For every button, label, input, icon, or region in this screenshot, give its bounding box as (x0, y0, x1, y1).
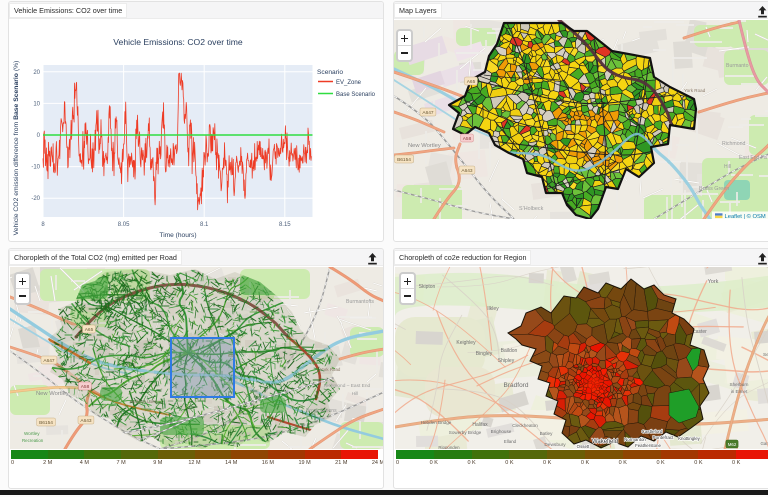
svg-text:New Wortley: New Wortley (36, 391, 69, 397)
svg-text:East End Pa: East End Pa (739, 155, 767, 161)
svg-text:Holbeck Lane: Holbeck Lane (130, 399, 157, 404)
svg-text:Castleford: Castleford (642, 429, 663, 434)
svg-text:Normanton: Normanton (624, 437, 646, 442)
svg-text:8.1: 8.1 (200, 222, 209, 228)
svg-text:Tadcaster: Tadcaster (685, 329, 707, 335)
svg-text:Hebden Bridge: Hebden Bridge (421, 420, 452, 425)
svg-text:A643: A643 (461, 168, 473, 174)
svg-text:Sherburn: Sherburn (730, 382, 749, 387)
svg-text:Ossett: Ossett (577, 444, 590, 449)
svg-text:Skipton: Skipton (419, 284, 436, 290)
svg-text:Time (hours): Time (hours) (159, 232, 196, 239)
svg-text:S’Holbeck: S’Holbeck (519, 206, 544, 212)
svg-text:8.05: 8.05 (118, 222, 130, 228)
svg-text:Bradford: Bradford (504, 382, 529, 389)
svg-text:Burmantofts: Burmantofts (346, 299, 374, 305)
svg-text:Leaflet | © OSM: Leaflet | © OSM (725, 213, 766, 219)
svg-text:York: York (708, 279, 719, 285)
svg-text:York Road: York Road (320, 367, 341, 372)
svg-text:Richmond – East End: Richmond – East End (324, 383, 371, 389)
svg-text:Wakefield: Wakefield (592, 439, 618, 445)
svg-text:A65: A65 (467, 79, 476, 85)
svg-text:A58: A58 (463, 136, 472, 142)
svg-text:Richmond: Richmond (722, 141, 745, 147)
svg-text:Pontefract: Pontefract (653, 435, 675, 440)
svg-text:A65: A65 (85, 327, 94, 333)
svg-text:B6154: B6154 (397, 157, 411, 163)
svg-text:Ripponden: Ripponden (438, 445, 460, 449)
svg-text:Batley: Batley (540, 431, 553, 436)
svg-text:-10: -10 (31, 165, 40, 171)
svg-text:Scenario: Scenario (317, 69, 343, 76)
svg-text:8: 8 (41, 222, 45, 228)
svg-text:Bingley: Bingley (476, 351, 493, 357)
svg-text:Brighouse: Brighouse (491, 429, 512, 434)
svg-text:Sowerby Bridge: Sowerby Bridge (449, 430, 482, 435)
svg-text:Hill: Hill (352, 391, 359, 397)
svg-text:Vehicle CO2 emission differen: Vehicle CO2 emission difference from Bas… (13, 61, 20, 236)
svg-text:Featherstone: Featherstone (635, 443, 661, 448)
svg-text:Keighley: Keighley (456, 340, 476, 346)
svg-text:Shipley: Shipley (498, 358, 515, 364)
svg-text:Cleckheaton: Cleckheaton (512, 423, 538, 428)
svg-text:Halifax: Halifax (472, 422, 488, 428)
svg-text:Bross Greens: Bross Greens (306, 408, 337, 414)
svg-text:A647: A647 (43, 358, 55, 364)
svg-text:York Road: York Road (684, 88, 706, 93)
svg-text:Base Scenario: Base Scenario (336, 92, 376, 98)
svg-text:8.15: 8.15 (279, 222, 291, 228)
svg-text:Knottingley: Knottingley (678, 436, 701, 441)
svg-text:A647: A647 (422, 110, 434, 116)
svg-text:EV_Zone: EV_Zone (336, 80, 362, 86)
svg-text:Elland: Elland (504, 439, 517, 444)
svg-text:Baildon: Baildon (501, 348, 518, 354)
svg-text:Vehicle Emissions: CO2 over ti: Vehicle Emissions: CO2 over time (113, 37, 243, 47)
svg-text:0: 0 (37, 133, 41, 139)
svg-text:Bross Green: Bross Green (699, 186, 729, 192)
svg-text:Burmanto: Burmanto (726, 63, 749, 69)
svg-text:City: City (228, 353, 236, 358)
svg-text:20: 20 (33, 70, 40, 76)
svg-text:Hill: Hill (724, 164, 731, 170)
svg-text:-20: -20 (31, 196, 40, 202)
svg-text:in Elmet: in Elmet (731, 389, 748, 394)
svg-text:Wortley: Wortley (24, 431, 40, 436)
svg-text:New Wortley: New Wortley (408, 143, 441, 149)
svg-text:Selby: Selby (763, 352, 768, 358)
svg-text:B6154: B6154 (39, 420, 53, 426)
svg-text:Recreation: Recreation (22, 438, 44, 443)
svg-text:A58: A58 (81, 384, 90, 390)
svg-text:M62: M62 (728, 442, 737, 447)
svg-text:A643: A643 (80, 418, 92, 424)
svg-text:Garfo: Garfo (761, 441, 768, 446)
svg-text:10: 10 (33, 101, 40, 107)
svg-text:Ilkley: Ilkley (487, 306, 499, 312)
svg-text:Dewsbury: Dewsbury (544, 442, 566, 448)
